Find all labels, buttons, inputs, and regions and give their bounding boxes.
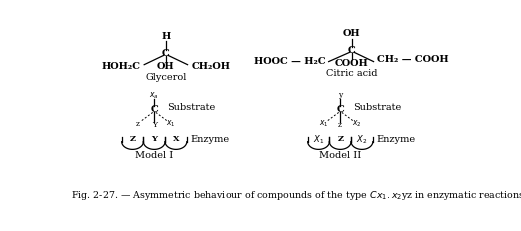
Text: C: C bbox=[348, 46, 356, 55]
Text: Fig. 2-27. — Asymmetric behaviour of compounds of the type $Cx_1.x_2$yz in enzym: Fig. 2-27. — Asymmetric behaviour of com… bbox=[71, 189, 521, 202]
Text: Substrate: Substrate bbox=[353, 103, 401, 112]
Text: C: C bbox=[337, 105, 344, 114]
Text: Model I: Model I bbox=[135, 151, 173, 160]
Text: Model II: Model II bbox=[319, 151, 362, 160]
Text: Substrate: Substrate bbox=[167, 103, 215, 112]
Text: Citric acid: Citric acid bbox=[326, 70, 378, 78]
Text: C: C bbox=[162, 49, 170, 58]
Text: $x_1$: $x_1$ bbox=[319, 119, 329, 129]
Text: Z: Z bbox=[337, 135, 343, 143]
Text: Glycerol: Glycerol bbox=[145, 73, 187, 82]
Text: H: H bbox=[162, 33, 170, 41]
Text: OH: OH bbox=[157, 62, 175, 71]
Text: y: y bbox=[338, 91, 342, 100]
Text: Y: Y bbox=[151, 135, 157, 143]
Text: $x_2$: $x_2$ bbox=[352, 119, 362, 129]
Text: HOH₂C: HOH₂C bbox=[101, 62, 140, 71]
Text: $X_2$: $X_2$ bbox=[356, 133, 368, 146]
Text: Z: Z bbox=[130, 135, 135, 143]
Text: Y: Y bbox=[152, 121, 157, 129]
Text: z: z bbox=[136, 120, 140, 128]
Text: COOH: COOH bbox=[335, 59, 369, 68]
Text: HOOC — H₂C: HOOC — H₂C bbox=[254, 57, 326, 66]
Text: C: C bbox=[151, 105, 158, 114]
Text: OH: OH bbox=[343, 29, 361, 38]
Text: $x_a$: $x_a$ bbox=[150, 90, 159, 101]
Text: Enzyme: Enzyme bbox=[377, 135, 416, 144]
Text: CH₂OH: CH₂OH bbox=[191, 62, 230, 71]
Text: Enzyme: Enzyme bbox=[191, 135, 230, 144]
Text: CH₂ — COOH: CH₂ — COOH bbox=[377, 55, 448, 64]
Text: $X_1$: $X_1$ bbox=[313, 133, 324, 146]
Text: z: z bbox=[338, 121, 342, 129]
Text: $x_1$: $x_1$ bbox=[166, 119, 176, 129]
Text: X: X bbox=[172, 135, 179, 143]
